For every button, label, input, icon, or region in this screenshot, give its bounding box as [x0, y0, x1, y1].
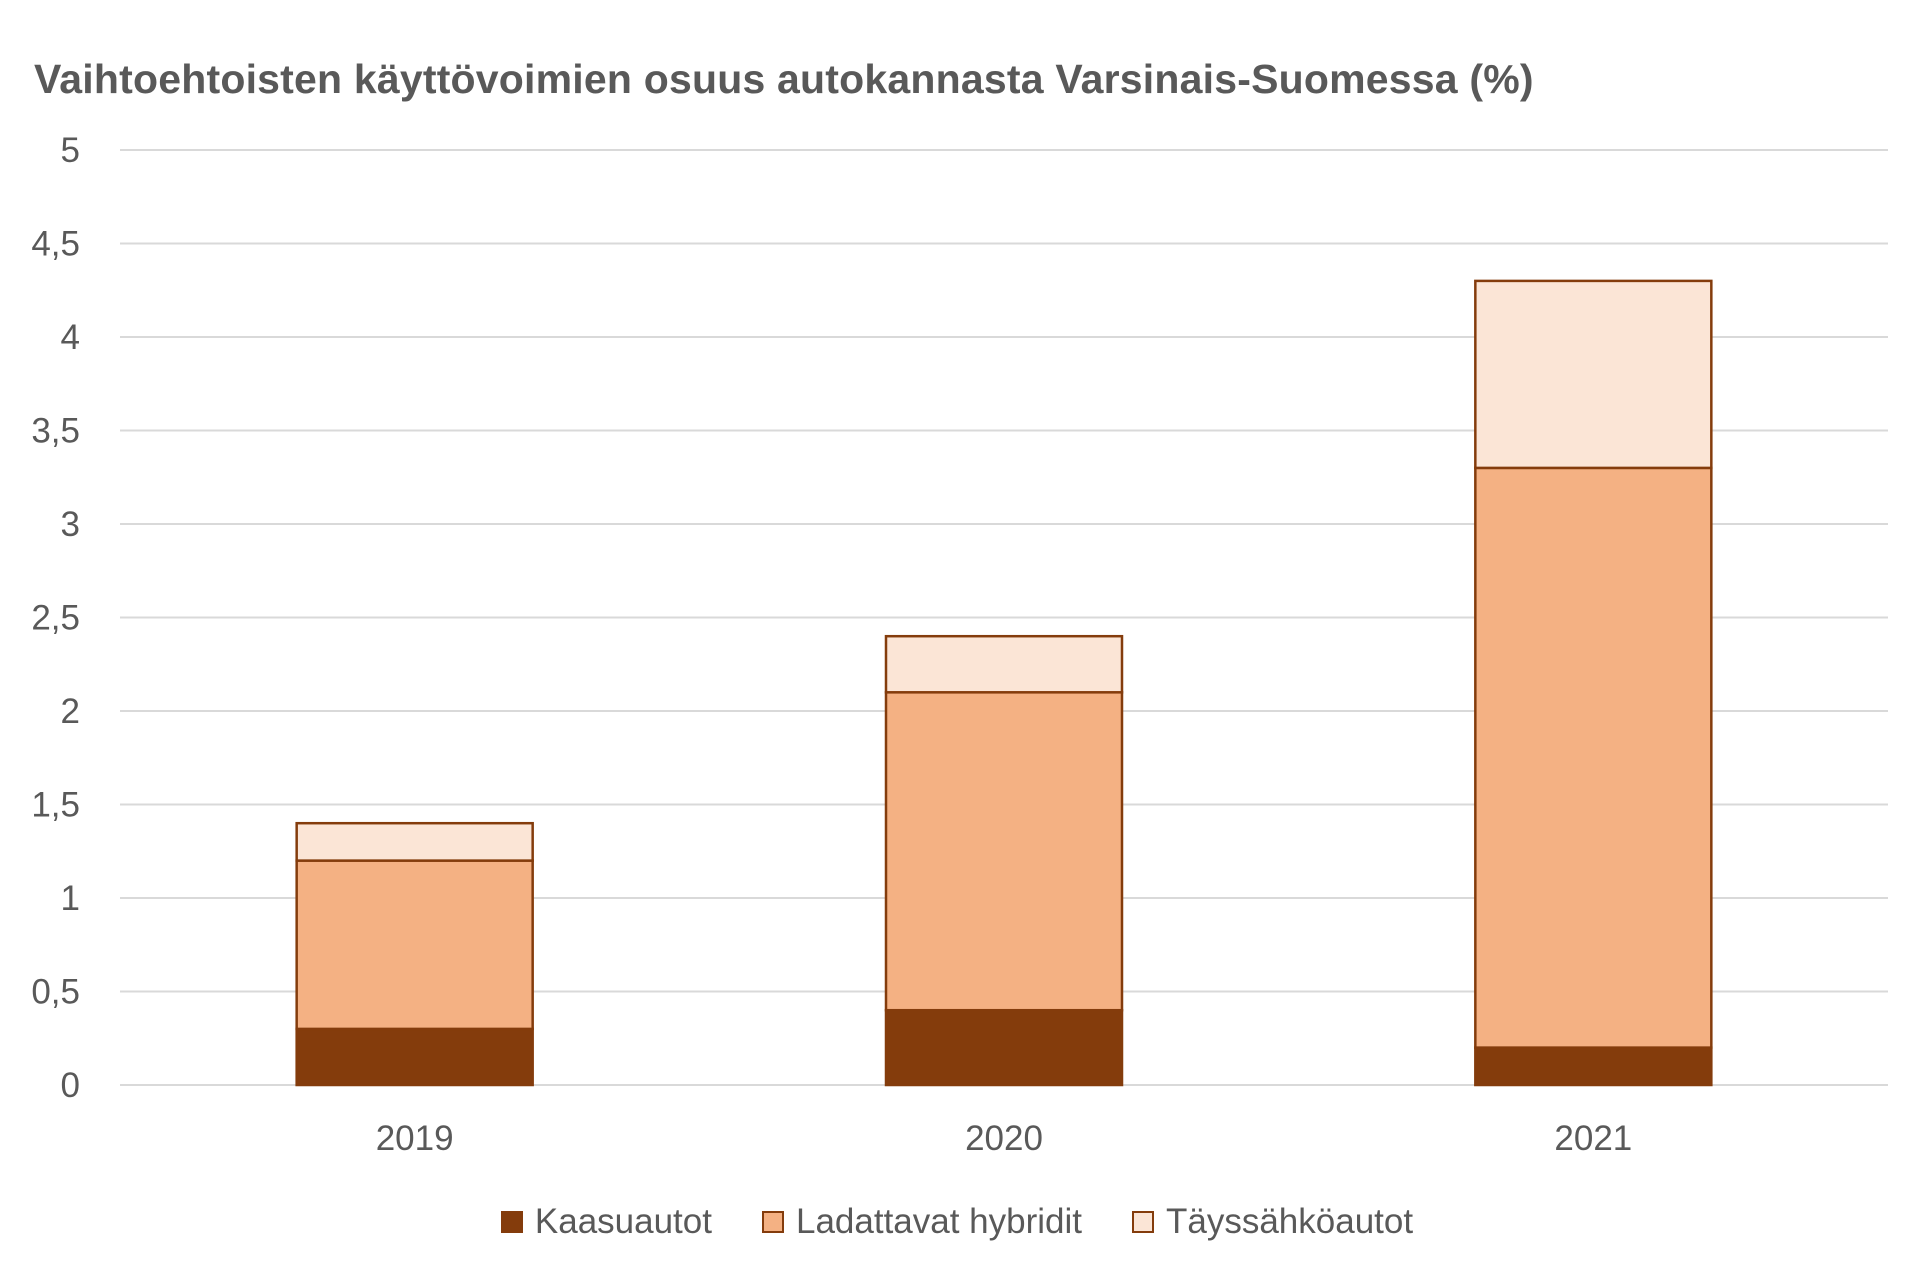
bar-segment [295, 859, 534, 1031]
bar-segment [1474, 466, 1713, 1049]
legend: Kaasuautot Ladattavat hybridit Täyssähköau… [0, 1202, 1914, 1242]
y-tick-label: 0,5 [31, 973, 80, 1012]
legend-swatch [761, 1211, 784, 1233]
x-tick-label: 2020 [965, 1119, 1043, 1158]
x-axis-ticks: 2019 2020 2021 [376, 1119, 1633, 1158]
y-tick-label: 4 [61, 318, 80, 357]
bar-segment [1474, 279, 1713, 470]
bar-segment [884, 691, 1124, 1012]
legend-item: Kaasuautot [500, 1202, 712, 1242]
y-tick-label: 1,5 [31, 786, 80, 825]
legend-swatch [1132, 1211, 1154, 1233]
y-axis-ticks: 0 0,5 1 1,5 2 2,5 3 3,5 4 4,5 5 [31, 131, 80, 1105]
legend-swatch [500, 1211, 523, 1233]
legend-item: Täyssähköautot [1132, 1202, 1413, 1242]
y-tick-label: 3 [61, 505, 80, 544]
legend-label: Kaasuautot [534, 1202, 712, 1241]
y-tick-label: 2,5 [31, 599, 80, 638]
y-tick-label: 4,5 [31, 225, 80, 264]
legend-item: Ladattavat hybridit [761, 1202, 1082, 1242]
y-tick-label: 1 [61, 879, 80, 918]
y-tick-label: 3,5 [31, 412, 80, 451]
x-tick-label: 2021 [1554, 1119, 1632, 1158]
legend-label: Ladattavat hybridit [795, 1202, 1082, 1241]
y-tick-label: 0 [61, 1066, 80, 1105]
bar-segment [295, 821, 534, 862]
legend-label: Täyssähköautot [1166, 1202, 1414, 1241]
bar-segment [295, 1027, 534, 1087]
bars [295, 279, 1713, 1087]
chart-title: Vaihtoehtoisten käyttövoimien osuus auto… [34, 56, 1534, 102]
x-tick-label: 2019 [376, 1119, 454, 1158]
bar-segment [884, 634, 1124, 694]
bar-segment [884, 1008, 1124, 1087]
y-tick-label: 2 [61, 692, 80, 731]
bar-segment [1474, 1046, 1713, 1087]
y-tick-label: 5 [61, 131, 80, 170]
